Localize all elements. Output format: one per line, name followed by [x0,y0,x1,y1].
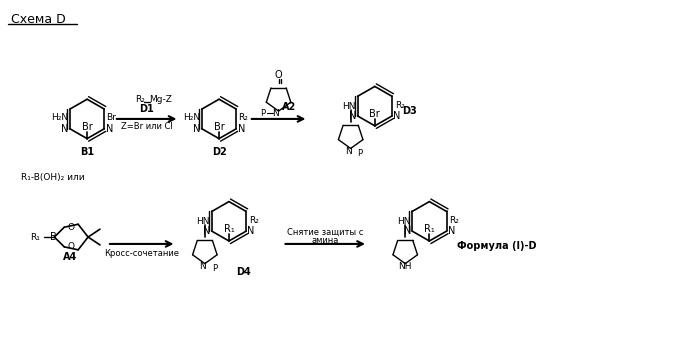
Text: P: P [212,264,217,273]
Text: N: N [393,111,400,121]
Text: P: P [260,109,265,118]
Text: R₂: R₂ [134,95,145,104]
Text: N: N [199,262,206,271]
Text: амина: амина [312,236,339,245]
Text: N: N [237,124,245,134]
Text: R₂: R₂ [449,216,459,225]
Text: R₁: R₁ [223,224,235,234]
Text: N: N [448,226,455,236]
Text: Z=Br или Cl: Z=Br или Cl [121,122,172,131]
Text: HN: HN [342,102,356,111]
Text: R₁: R₁ [31,233,41,241]
Text: Br: Br [214,122,225,132]
Text: N: N [403,226,411,236]
Text: R₁-B(OH)₂ или: R₁-B(OH)₂ или [20,173,84,182]
Text: Br: Br [106,113,116,122]
Text: D2: D2 [211,147,226,158]
Text: H₂N: H₂N [51,113,68,122]
Text: P: P [358,149,363,158]
Text: N: N [203,226,211,236]
Text: O: O [275,70,282,80]
Text: H₂N: H₂N [183,113,200,122]
Text: N: N [106,124,113,134]
Text: N: N [193,124,201,134]
Text: N: N [247,226,255,236]
Text: B: B [50,232,57,242]
Text: O: O [67,242,74,251]
Text: HN: HN [397,217,410,226]
Text: Br: Br [370,109,380,119]
Text: Схема D: Схема D [10,13,66,25]
Text: N: N [345,147,352,156]
Text: Снятие защиты с: Снятие защиты с [287,228,363,236]
Text: A2: A2 [281,102,296,112]
Text: R₁: R₁ [424,224,435,234]
Text: Br: Br [82,122,92,132]
Text: R₂: R₂ [395,101,405,110]
Text: D3: D3 [402,106,417,116]
Text: HN: HN [196,217,210,226]
Text: R₂: R₂ [249,216,259,225]
Text: Формула (I)-D: Формула (I)-D [457,241,537,251]
Text: N: N [272,109,279,118]
Text: R₂: R₂ [238,113,248,122]
Text: A4: A4 [63,252,78,262]
Text: N: N [349,111,356,121]
Text: D4: D4 [237,268,251,278]
Text: Кросс-сочетание: Кросс-сочетание [104,249,179,258]
Text: NH: NH [398,262,412,271]
Text: D1: D1 [139,104,154,114]
Text: O: O [67,223,74,232]
Text: B1: B1 [80,147,94,158]
Text: N: N [62,124,69,134]
Text: Mg-Z: Mg-Z [150,95,172,104]
